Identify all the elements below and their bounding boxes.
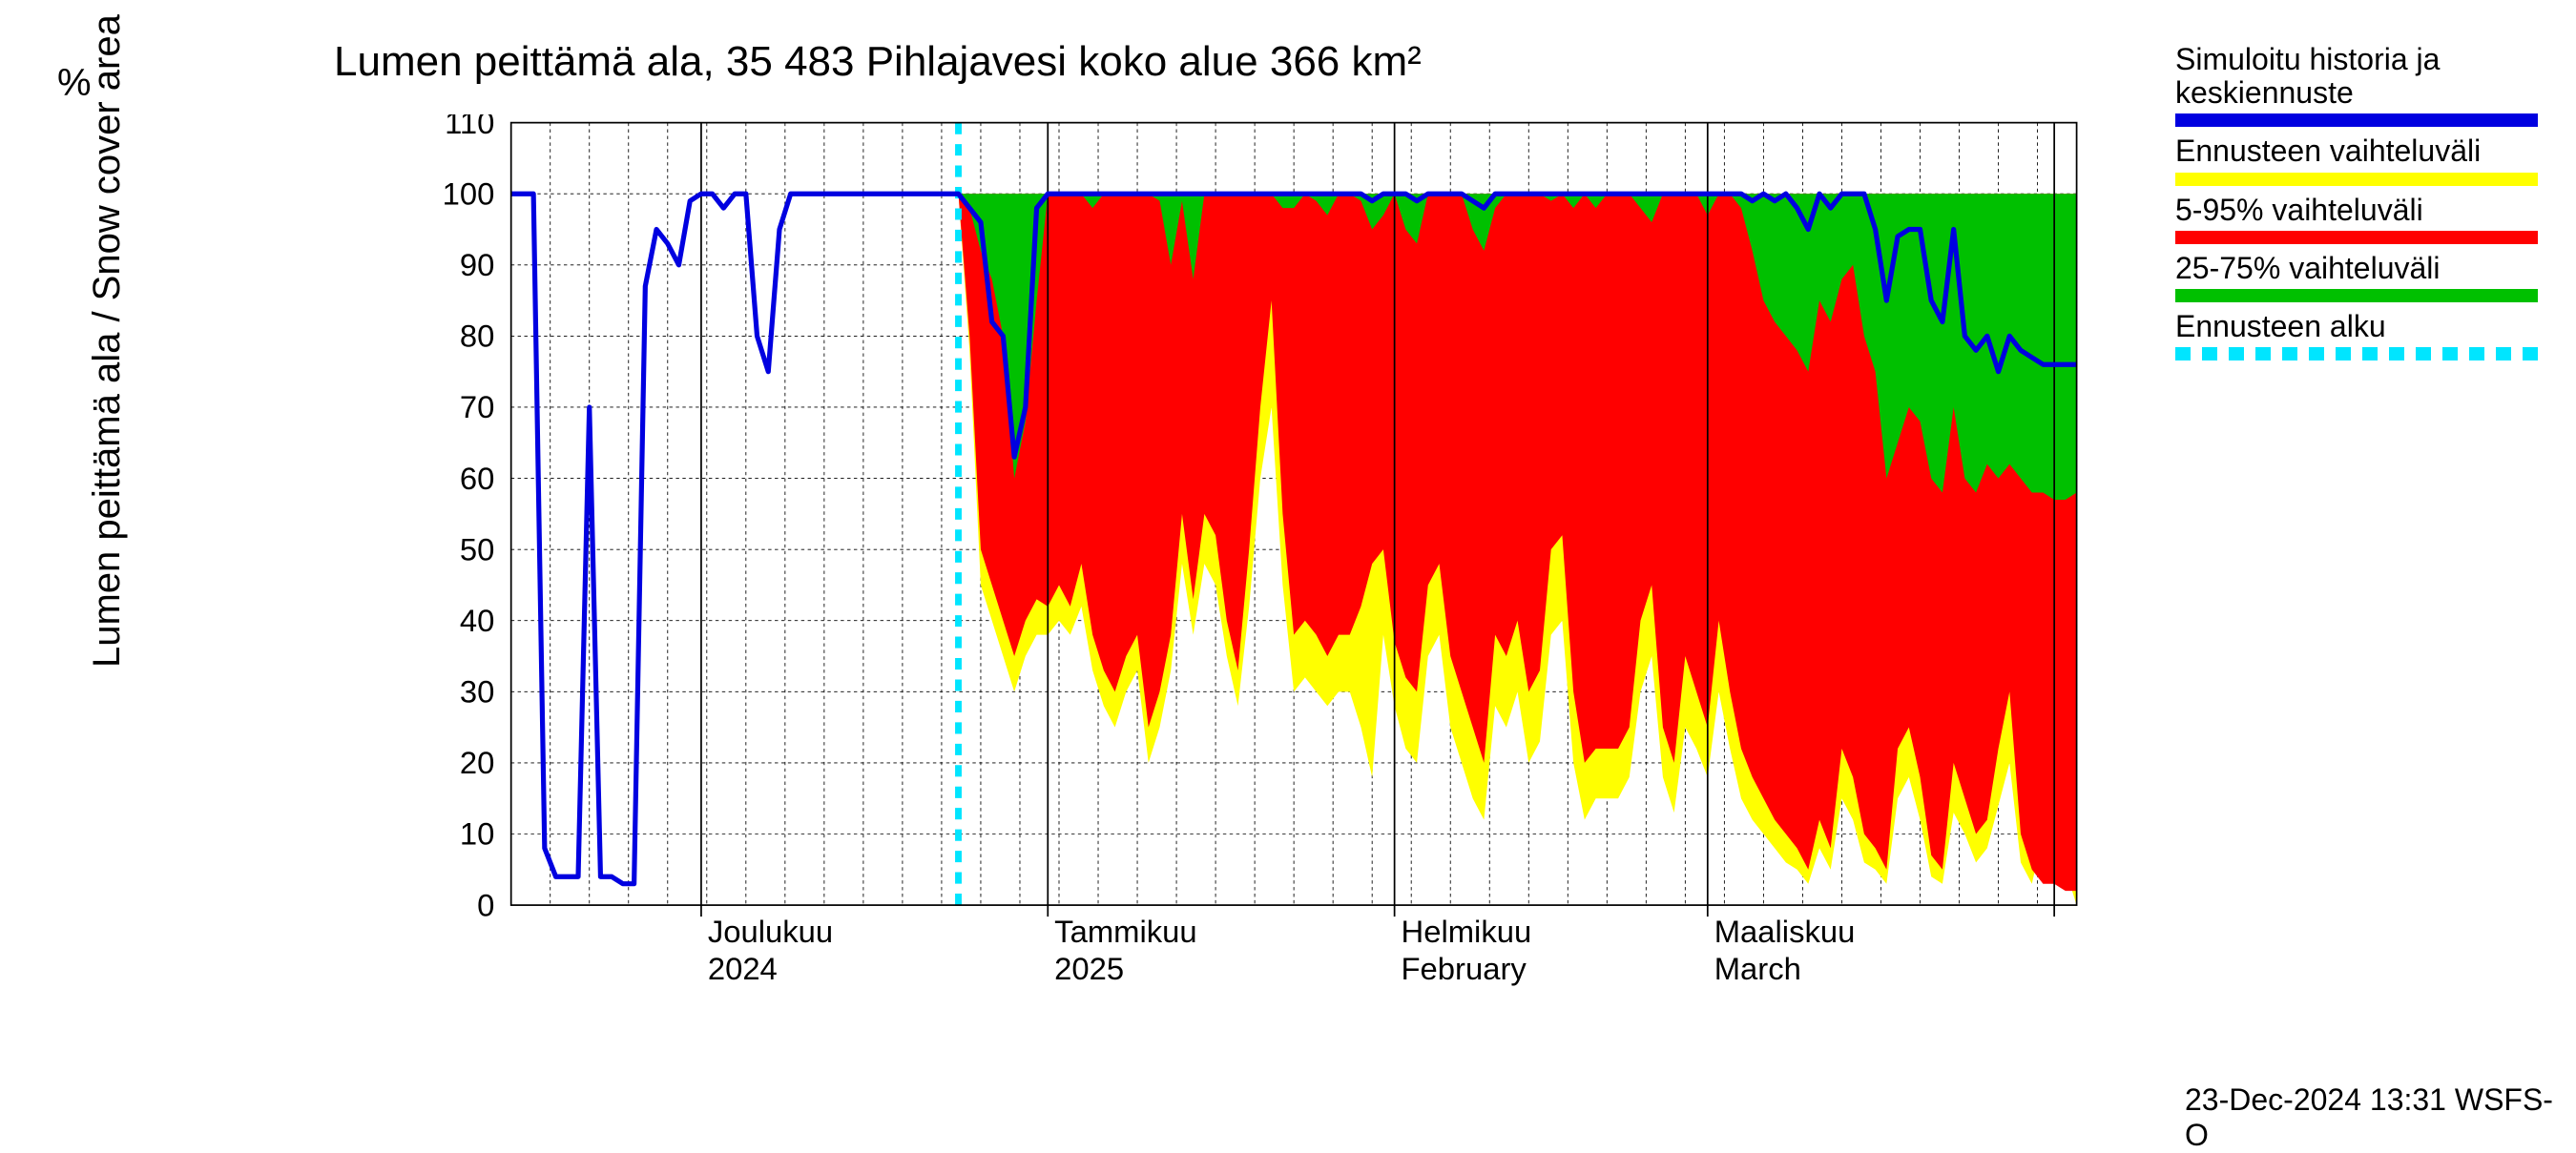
legend: Simuloitu historia ja keskiennuste Ennust… [2175,43,2557,368]
svg-text:2025: 2025 [1054,951,1124,986]
legend-item: 25-75% vaihteluväli [2175,252,2557,302]
svg-text:2024: 2024 [708,951,778,986]
legend-swatch [2175,231,2538,244]
svg-text:20: 20 [460,745,494,780]
svg-text:10: 10 [460,816,494,852]
svg-text:Helmikuu: Helmikuu [1402,914,1532,949]
legend-item: Ennusteen vaihteluväli [2175,134,2557,185]
legend-item: Simuloitu historia ja keskiennuste [2175,43,2557,127]
legend-swatch [2175,113,2538,127]
legend-label: 5-95% vaihteluväli [2175,194,2557,227]
legend-swatch [2175,289,2538,302]
svg-text:Tammikuu: Tammikuu [1054,914,1196,949]
timestamp-label: 23-Dec-2024 13:31 WSFS-O [2185,1082,2576,1153]
svg-text:March: March [1714,951,1801,986]
legend-label: Ennusteen vaihteluväli [2175,134,2557,168]
svg-text:0: 0 [477,887,494,922]
svg-text:February: February [1402,951,1527,986]
svg-text:Joulukuu: Joulukuu [708,914,833,949]
svg-text:70: 70 [460,389,494,424]
legend-item: Ennusteen alku [2175,310,2557,360]
svg-text:Maaliskuu: Maaliskuu [1714,914,1856,949]
legend-label: Ennusteen alku [2175,310,2557,343]
svg-text:80: 80 [460,319,494,354]
legend-label: 25-75% vaihteluväli [2175,252,2557,285]
svg-text:40: 40 [460,603,494,638]
legend-swatch [2175,173,2538,186]
svg-text:90: 90 [460,247,494,282]
legend-label: Simuloitu historia ja keskiennuste [2175,43,2557,110]
chart-title: Lumen peittämä ala, 35 483 Pihlajavesi k… [334,38,1422,86]
legend-swatch [2175,347,2538,360]
svg-text:100: 100 [443,175,495,211]
svg-text:60: 60 [460,461,494,496]
svg-text:30: 30 [460,674,494,710]
svg-text:110: 110 [445,114,494,140]
legend-item: 5-95% vaihteluväli [2175,194,2557,244]
chart-container: Lumen peittämä ala, 35 483 Pihlajavesi k… [0,0,2576,1144]
y-axis-label: Lumen peittämä ala / Snow cover area [86,14,129,668]
svg-text:50: 50 [460,531,494,566]
chart-area: 0 10 20 30 40 50 60 70 80 90 100 110 Joulukuu2024 Tam… [334,114,2147,1020]
